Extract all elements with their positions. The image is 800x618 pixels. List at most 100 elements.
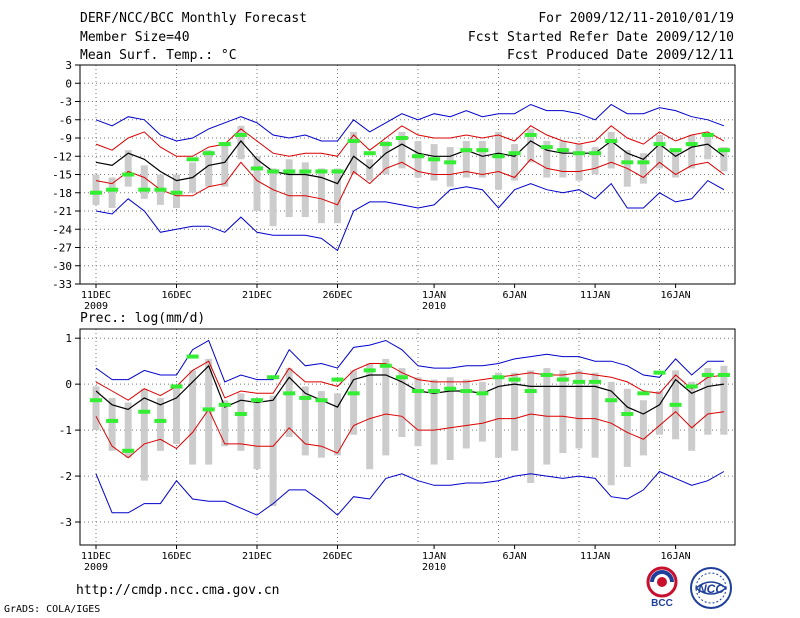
temperature-panel-xtick-label: 16DEC [161,290,191,301]
temperature-panel-median-mark [251,166,263,171]
temperature-panel-box [124,150,132,187]
precipitation-panel-box [301,386,309,456]
precipitation-panel-median-mark [669,402,682,407]
temperature-panel-ytick-label: -27 [52,242,72,255]
precipitation-panel-median-mark [508,377,521,382]
precipitation-panel-xtick-label: 11DEC [81,551,111,562]
precipitation-panel-box [124,402,132,458]
precipitation-panel-median-mark [267,375,280,380]
temperature-panel-box [462,141,470,178]
precipitation-panel-box [414,377,422,447]
temperature-panel-box [269,168,277,227]
precipitation-panel-lower-line [95,408,724,459]
precipitation-panel-box [350,370,358,435]
forecast-period: For 2009/12/11-2010/01/19 [538,11,734,26]
temperature-panel-box [301,162,309,218]
precipitation-panel-upper-line [95,360,724,401]
temperature-panel-xtick-label: 26DEC [322,290,352,301]
temperature-panel-ytick-label: -6 [59,114,72,127]
precipitation-panel-box [317,391,325,458]
precipitation-panel-ytick-label: 1 [65,332,72,345]
precipitation-panel-median-mark [315,398,328,403]
temperature-panel-box [591,147,599,175]
precipitation-panel-median-mark [701,372,714,377]
precipitation-panel-ytick-label: -3 [59,516,72,529]
bcc-logo-text: BCC [651,598,673,608]
precipitation-panel-median-mark [444,386,457,391]
temperature-panel-median-mark [331,169,344,174]
temperature-panel-xtick-year-label: 2009 [84,301,108,312]
precipitation-panel-box [108,397,116,451]
website-url[interactable]: http://cmdp.ncc.cma.gov.cn [76,583,280,598]
ncc-logo: NCC [690,567,732,609]
temperature-panel-box [720,147,728,172]
temperature-panel-group: 3 0 -3 -6 -9 -12 -15 -18 -21 -24 -27 -30 -33 11DEC200… [52,59,736,312]
precipitation-panel-median-mark [653,370,666,375]
precipitation-panel-box [639,400,647,456]
temperature-panel-median-mark [476,148,489,153]
precipitation-panel-box [688,381,696,451]
temperature-panel-median-mark [589,151,602,156]
temperature-panel-box [575,144,583,181]
temperature-panel-box [398,131,406,169]
precip-panel-title: Prec.: log(mm/d) [80,311,206,326]
temperature-panel-lower-line [95,158,725,206]
precipitation-panel-median-mark [218,402,231,407]
temperature-panel-box [607,131,615,169]
precipitation-panel-ytick-label: -2 [59,470,72,483]
temperature-panel-median-mark [717,148,730,153]
precipitation-panel-median-mark [363,368,376,373]
precipitation-panel-median-mark [90,398,102,403]
precipitation-panel-median-mark [106,418,119,423]
precipitation-panel-median-mark [492,375,505,380]
precipitation-panel-box [237,393,245,451]
member-size-label: Member Size=40 [80,30,190,45]
precipitation-panel-median-mark [605,398,618,403]
temperature-panel-box [430,144,438,181]
temperature-panel-box [656,134,663,169]
temperature-panel-median-mark [492,154,505,159]
precipitation-panel-box [591,372,599,458]
temperature-panel-median-mark [460,148,473,153]
temperature-panel-median-mark [347,139,360,144]
precipitation-panel-box [189,370,197,465]
precipitation-panel-box [173,386,180,444]
temperature-panel-xtick-year-label: 2010 [422,301,446,312]
temperature-panel-max-line [95,103,725,142]
temperature-panel-box [704,134,712,160]
temperature-panel-box [205,150,213,187]
precipitation-panel-xtick-label: 21DEC [242,551,272,562]
temperature-panel-upper-line [95,125,725,157]
temperature-panel-box [382,141,390,175]
precipitation-panel-box [656,391,663,435]
precipitation-panel-box [285,368,293,437]
precipitation-panel-xtick-label: 16JAN [661,551,691,562]
temperature-panel-box [543,141,551,178]
precipitation-panel-median-mark [122,448,135,453]
precipitation-panel-xtick-label: 11JAN [580,551,610,562]
precipitation-panel-median-mark [573,379,585,384]
precipitation-panel-box [495,372,502,458]
temperature-panel-ytick-label: 3 [65,59,72,72]
precipitation-panel-median-mark [717,372,730,377]
precipitation-panel-box [221,400,229,447]
precipitation-panel-box [92,386,100,431]
precipitation-panel-box [462,379,470,449]
temperature-panel-median-mark [283,169,296,174]
precipitation-panel-box [140,388,148,481]
precipitation-panel-median-mark [412,389,424,394]
precipitation-panel-box [559,370,567,454]
precipitation-panel-median-mark [460,389,473,394]
temperature-panel-median-mark [637,160,650,165]
temperature-panel-box [495,131,502,190]
precipitation-panel-xtick-year-label: 2009 [84,562,108,573]
temperature-panel-box [478,141,486,178]
precipitation-panel-median-mark [556,377,569,382]
precipitation-panel-box [527,370,535,483]
forecast-start-date: Fcst Started Refer Date 2009/12/10 [467,30,734,45]
precipitation-panel-frame [79,328,736,546]
temperature-panel-xtick-label: 21DEC [242,290,272,301]
temperature-panel-median-mark [234,132,247,137]
temperature-panel-median-mark [267,169,280,174]
temperature-panel-median-mark [90,190,102,195]
